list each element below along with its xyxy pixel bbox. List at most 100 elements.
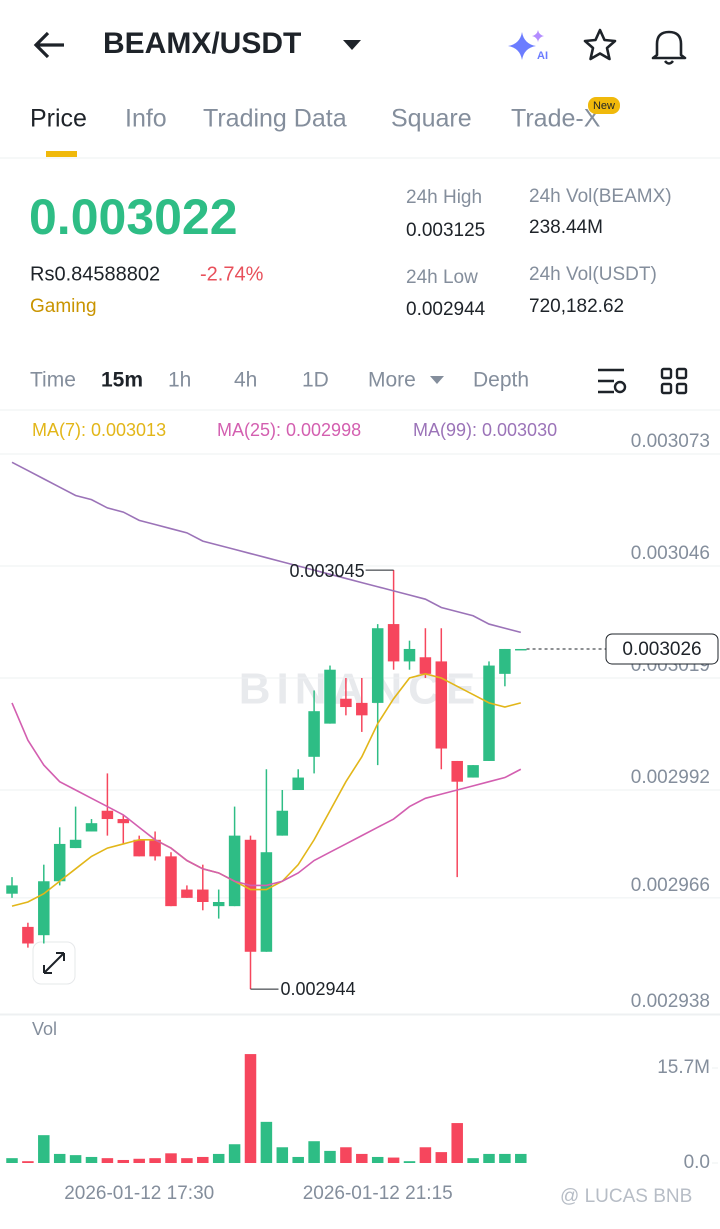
- interval[interactable]: 15m: [101, 369, 143, 392]
- volume-bar: [419, 1147, 432, 1163]
- volume-bar: [149, 1158, 161, 1163]
- candle-body: [22, 926, 34, 944]
- interval[interactable]: More: [368, 369, 416, 392]
- tab[interactable]: Price: [30, 105, 87, 133]
- volume-bar: [197, 1156, 209, 1163]
- interval[interactable]: Time: [30, 369, 76, 392]
- svg-text:AI: AI: [537, 50, 548, 62]
- candle-body: [340, 698, 352, 708]
- volume-bar: [38, 1135, 50, 1163]
- y-tick-label: 0.003046: [631, 543, 710, 564]
- volume-bar: [403, 1161, 416, 1163]
- volume-bar: [6, 1158, 18, 1163]
- candle-body: [467, 765, 479, 778]
- candle-body: [117, 819, 130, 824]
- candle-body: [197, 889, 209, 902]
- new-badge-bg: [588, 97, 620, 114]
- candle-body: [53, 843, 66, 882]
- pair-caret[interactable]: [343, 40, 361, 50]
- y-tick-label: 0.0: [684, 1152, 710, 1173]
- interval[interactable]: 4h: [234, 369, 257, 392]
- volume-bar: [69, 1155, 82, 1163]
- volume-bar: [212, 1153, 225, 1163]
- candle-body: [435, 661, 448, 749]
- volume-bar: [260, 1121, 273, 1163]
- volume-bar: [133, 1158, 145, 1163]
- y-tick-label: 0.002966: [631, 875, 710, 896]
- ma-line: [11, 673, 522, 907]
- volume-bar: [515, 1153, 527, 1163]
- stat-value: 0.002944: [406, 299, 486, 320]
- tab[interactable]: Info: [125, 105, 167, 133]
- volume-bar: [308, 1141, 320, 1163]
- volume-bar: [181, 1158, 193, 1163]
- volume-bar: [117, 1159, 130, 1163]
- interval[interactable]: 1h: [168, 369, 191, 392]
- sector-tag[interactable]: Gaming: [30, 296, 97, 317]
- x-tick-label: 2026-01-12 17:30: [64, 1183, 214, 1204]
- tab[interactable]: Trade-X: [511, 105, 601, 133]
- ai-button[interactable]: AI: [508, 30, 548, 62]
- candle-body: [260, 852, 273, 952]
- tab[interactable]: Square: [391, 105, 472, 133]
- volume-bar: [53, 1153, 66, 1163]
- new-badge: New: [593, 100, 615, 112]
- stat-label: 24h Low: [406, 267, 478, 288]
- ma-legend: MA(99): 0.003030: [413, 420, 557, 440]
- volume-bar: [276, 1147, 289, 1163]
- candle-body: [228, 835, 241, 907]
- pair-title[interactable]: BEAMX/USDT: [103, 27, 301, 60]
- price-change: -2.74%: [200, 263, 264, 285]
- tab[interactable]: Trading Data: [203, 105, 347, 133]
- volume-bar: [451, 1123, 463, 1163]
- ma-legend: MA(25): 0.002998: [217, 420, 361, 440]
- candle-body: [356, 702, 368, 716]
- layout-button[interactable]: [660, 367, 688, 395]
- volume-bar: [356, 1153, 368, 1163]
- candle-body: [181, 889, 193, 898]
- last-price: 0.003022: [29, 189, 238, 245]
- stat-label: 24h Vol(USDT): [529, 264, 657, 285]
- candle-body: [212, 902, 225, 907]
- volume-bar: [483, 1153, 495, 1163]
- alert-button[interactable]: [651, 30, 687, 65]
- candle-body: [85, 823, 98, 832]
- expand-icon[interactable]: [43, 952, 65, 974]
- candle-body: [403, 648, 416, 662]
- interval[interactable]: 1D: [302, 369, 329, 392]
- candle-body: [387, 624, 400, 662]
- tab-indicator: [46, 151, 77, 157]
- last-price-box: [605, 633, 719, 665]
- x-tick-label: 2026-01-12 21:15: [303, 1183, 453, 1204]
- stat-value: 720,182.62: [529, 296, 624, 317]
- candle-body: [149, 839, 161, 857]
- candle-body: [292, 777, 304, 790]
- volume-bar: [244, 1054, 257, 1163]
- y-tick-label: 0.002938: [631, 991, 710, 1012]
- low-label: 0.002944: [281, 979, 356, 999]
- candle-body: [451, 760, 463, 782]
- vol-title: Vol: [32, 1019, 57, 1039]
- favorite-button[interactable]: [583, 28, 617, 61]
- stat-label: 24h High: [406, 187, 482, 208]
- stat-label: 24h Vol(BEAMX): [529, 186, 672, 207]
- indicator-button[interactable]: [598, 368, 627, 394]
- stat-value: 238.44M: [529, 217, 603, 238]
- candle-body: [324, 669, 336, 724]
- candle-body: [244, 839, 257, 952]
- interval[interactable]: Depth: [473, 369, 529, 392]
- more-caret[interactable]: [430, 376, 444, 384]
- candle-body: [371, 628, 384, 703]
- back-button[interactable]: [33, 31, 64, 59]
- y-tick-label: 0.002992: [631, 767, 710, 788]
- y-tick-label: 15.7M: [657, 1057, 710, 1078]
- stat-value: 0.003125: [406, 220, 485, 241]
- candle-body: [38, 881, 50, 936]
- ma-line: [11, 702, 522, 887]
- candle-body: [69, 839, 82, 849]
- last-price-label: 0.003026: [622, 639, 701, 660]
- credit: @ LUCAS BNB: [560, 1186, 692, 1207]
- volume-bar: [22, 1161, 34, 1163]
- y-tick-label: 0.003073: [631, 431, 710, 452]
- volume-bar: [101, 1158, 114, 1163]
